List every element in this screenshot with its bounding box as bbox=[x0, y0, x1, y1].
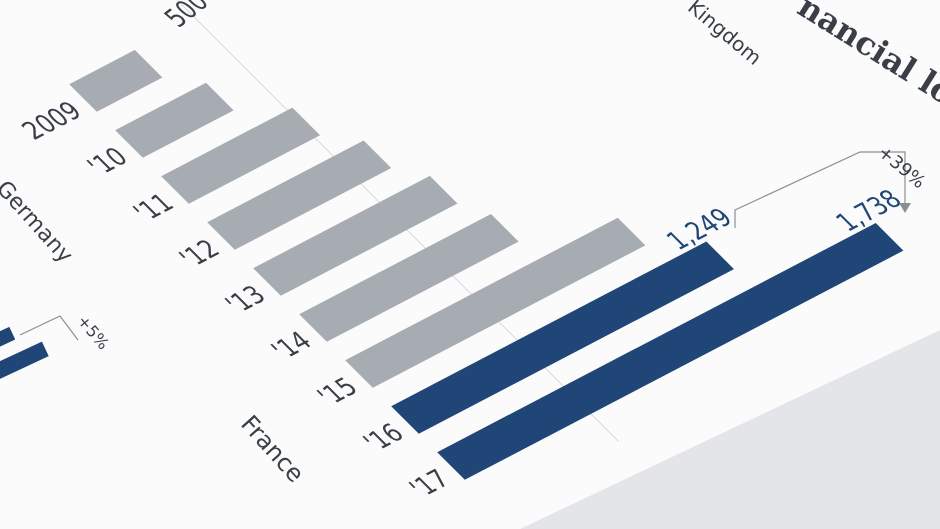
germany-bar bbox=[0, 326, 16, 354]
bracket bbox=[734, 151, 906, 228]
bar bbox=[345, 217, 646, 388]
bar bbox=[391, 241, 734, 434]
bracket bbox=[19, 315, 79, 341]
bar bbox=[161, 107, 321, 204]
bar bbox=[437, 223, 904, 480]
bar bbox=[207, 140, 392, 250]
bar bbox=[115, 82, 234, 158]
table-surface bbox=[520, 330, 940, 529]
germany-bar bbox=[0, 341, 49, 386]
bar bbox=[69, 49, 163, 112]
arrow bbox=[899, 203, 911, 213]
bar bbox=[299, 213, 519, 342]
bar bbox=[253, 175, 458, 296]
